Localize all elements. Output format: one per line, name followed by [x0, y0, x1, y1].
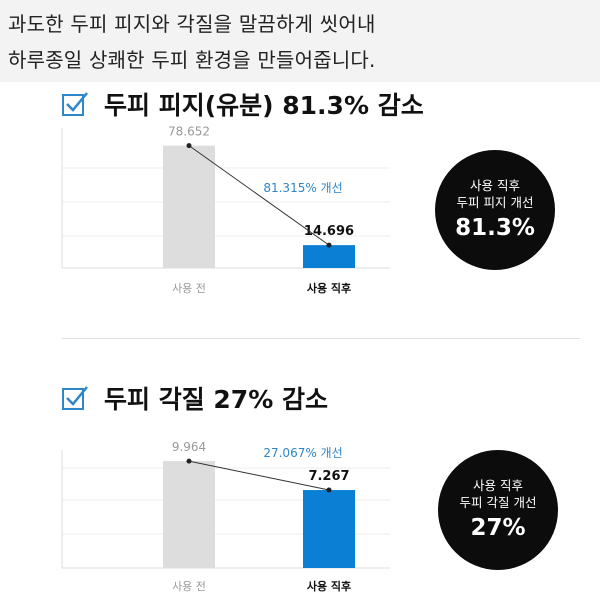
data-label: 14.696 [304, 224, 354, 239]
trend-line [188, 145, 330, 246]
trend-point [326, 487, 332, 493]
category-label: 사용 전 [172, 580, 206, 593]
sebum-improvement-circle: 사용 직후 두피 피지 개선 81.3% [435, 150, 555, 270]
circle-value: 27% [470, 515, 526, 541]
circle-line-1: 사용 직후 [470, 178, 520, 193]
section-title-keratin: 두피 각질 27% 감소 [60, 380, 328, 416]
bar-before [163, 461, 215, 568]
keratin-improvement-circle: 사용 직후 두피 각질 개선 27% [438, 450, 558, 570]
trend-point [326, 242, 332, 248]
circle-line-2: 두피 피지 개선 [456, 195, 534, 210]
circle-value: 81.3% [455, 215, 535, 241]
section-title-sebum: 두피 피지(유분) 81.3% 감소 [60, 86, 424, 122]
bar-after [303, 245, 355, 268]
trend-line [188, 460, 330, 491]
data-label: 78.652 [168, 125, 210, 139]
section-title-text: 두피 피지(유분) 81.3% 감소 [104, 91, 424, 120]
improvement-label: 81.315% 개선 [263, 181, 342, 195]
intro-line-1: 과도한 두피 피지와 각질을 말끔하게 씻어내 [8, 12, 376, 36]
section-divider [62, 338, 580, 339]
trend-point [186, 143, 192, 149]
section-title-text: 두피 각질 27% 감소 [104, 385, 328, 414]
bar-after [303, 490, 355, 568]
category-label: 사용 직후 [307, 579, 351, 593]
checkbox-check-icon [62, 92, 88, 116]
intro-banner: 과도한 두피 피지와 각질을 말끔하게 씻어내 하루종일 상쾌한 두피 환경을 … [0, 0, 600, 82]
circle-line-2: 두피 각질 개선 [459, 495, 537, 510]
data-label: 9.964 [172, 440, 206, 454]
checkbox-check-icon [62, 386, 88, 410]
category-label: 사용 직후 [307, 281, 351, 295]
bar-before [163, 145, 215, 268]
intro-line-2: 하루종일 상쾌한 두피 환경을 만들어줍니다. [8, 48, 376, 72]
improvement-label: 27.067% 개선 [263, 446, 342, 460]
circle-line-1: 사용 직후 [473, 478, 523, 493]
trend-point [186, 458, 192, 464]
data-label: 7.267 [308, 469, 349, 484]
category-label: 사용 전 [172, 282, 206, 295]
